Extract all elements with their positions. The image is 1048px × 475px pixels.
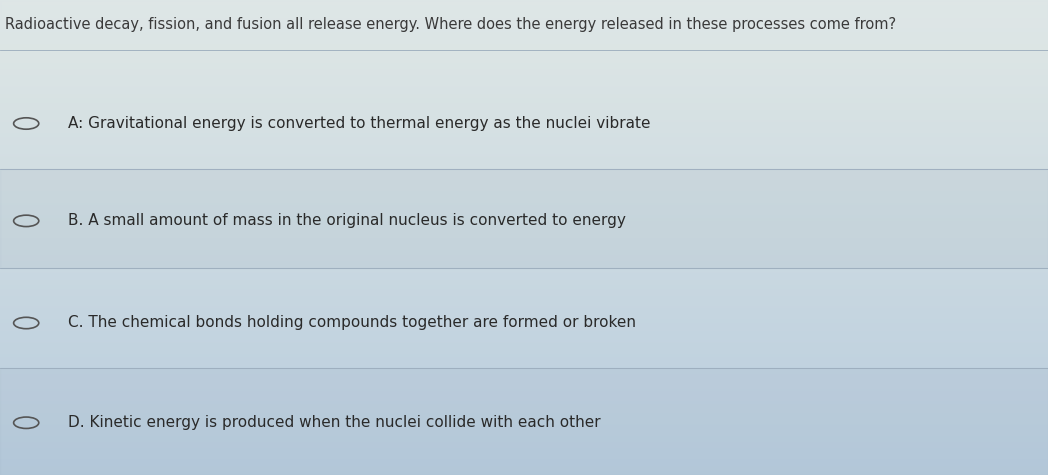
Text: A: Gravitational energy is converted to thermal energy as the nuclei vibrate: A: Gravitational energy is converted to … bbox=[68, 116, 651, 131]
Bar bbox=[0, 368, 1048, 475]
Bar bbox=[0, 169, 1048, 268]
Text: D. Kinetic energy is produced when the nuclei collide with each other: D. Kinetic energy is produced when the n… bbox=[68, 415, 601, 430]
Text: C. The chemical bonds holding compounds together are formed or broken: C. The chemical bonds holding compounds … bbox=[68, 315, 636, 331]
Bar bbox=[0, 268, 1048, 368]
Text: B. A small amount of mass in the original nucleus is converted to energy: B. A small amount of mass in the origina… bbox=[68, 213, 626, 228]
Text: Radioactive decay, fission, and fusion all release energy. Where does the energy: Radioactive decay, fission, and fusion a… bbox=[5, 17, 896, 32]
Bar bbox=[0, 50, 1048, 169]
Bar bbox=[0, 0, 1048, 43]
